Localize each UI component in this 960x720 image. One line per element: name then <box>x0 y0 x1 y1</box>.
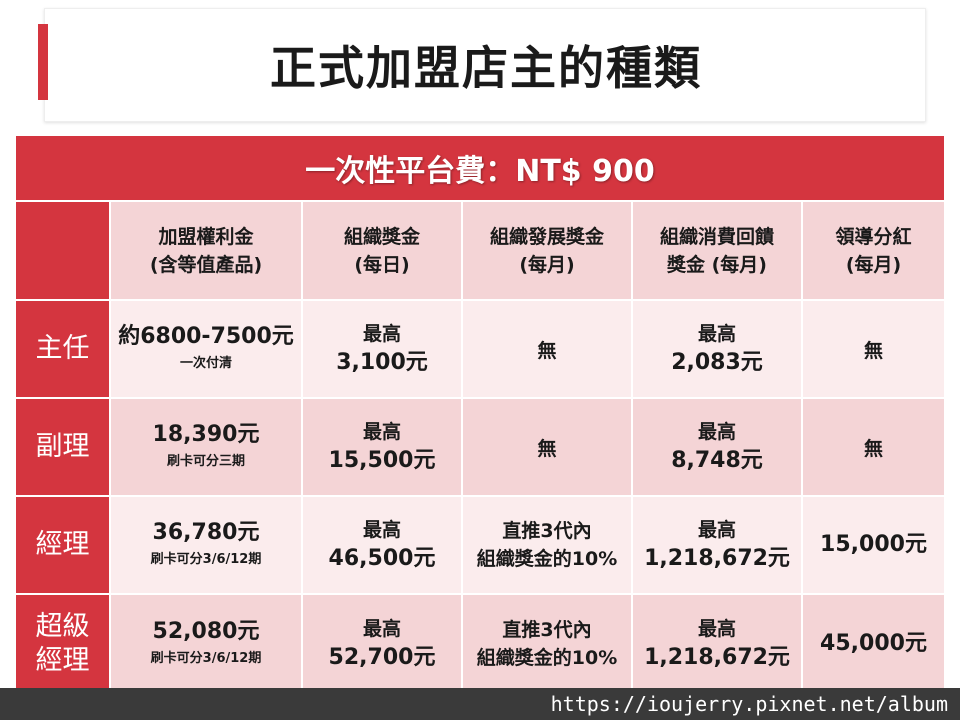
cell-value: 52,080元 <box>152 618 260 644</box>
table-cell: 最高 1,218,672元 <box>633 595 801 692</box>
table-cell: 無 <box>803 399 944 495</box>
cell-value: 無 <box>537 437 557 460</box>
cell-label: 最高 <box>697 421 736 443</box>
row-header-line: 副理 <box>35 431 90 462</box>
col-header-consumption-bonus: 組織消費回饋 獎金 (每月) <box>633 202 801 299</box>
cell-value: 52,700元 <box>328 644 436 670</box>
cell-value: 45,000元 <box>820 630 927 656</box>
title-box <box>44 8 926 122</box>
table-cell: 最高 2,083元 <box>633 301 801 397</box>
table-cell: 無 <box>463 301 631 397</box>
table-cell: 約6800-7500元 一次付清 <box>111 301 301 397</box>
col-header-franchise-fee: 加盟權利金 (含等值產品) <box>111 202 301 299</box>
cell-value: 約6800-7500元 <box>118 324 294 349</box>
row-header-line: 經理 <box>35 529 90 560</box>
col-header-line: 組織消費回饋 <box>659 225 774 248</box>
cell-value: 18,390元 <box>152 422 260 447</box>
table-cell: 直推3代內 組織獎金的10% <box>463 595 631 692</box>
row-header-manager: 經理 <box>16 497 109 593</box>
col-header-org-bonus: 組織獎金 (每日) <box>303 202 461 299</box>
table-cell: 最高 46,500元 <box>303 497 461 593</box>
cell-value: 1,218,672元 <box>644 546 790 571</box>
col-header-line: 組織發展獎金 <box>489 225 604 248</box>
table-cell: 52,080元 刷卡可分3/6/12期 <box>111 595 301 692</box>
col-header-line: (每月) <box>845 253 902 276</box>
table-cell: 15,000元 <box>803 497 944 593</box>
col-header-dev-bonus: 組織發展獎金 (每月) <box>463 202 631 299</box>
row-header-line: 主任 <box>35 333 90 364</box>
cell-label: 最高 <box>697 617 736 640</box>
row-header-line: 超級 <box>35 610 90 642</box>
table-cell: 無 <box>463 399 631 495</box>
row-header-deputy-manager: 副理 <box>16 399 109 495</box>
table-cell: 最高 8,748元 <box>633 399 801 495</box>
cell-label: 最高 <box>362 519 401 541</box>
cell-value: 3,100元 <box>336 350 428 375</box>
cell-value: 8,748元 <box>671 448 763 473</box>
table-cell: 36,780元 刷卡可分3/6/12期 <box>111 497 301 593</box>
col-header-line: (每日) <box>354 253 410 276</box>
col-header-leader-dividend: 領導分紅 (每月) <box>803 202 944 299</box>
table-cell: 18,390元 刷卡可分三期 <box>111 399 301 495</box>
title-accent-bar <box>38 24 48 100</box>
table-cell: 最高 3,100元 <box>303 301 461 397</box>
table-cell: 45,000元 <box>803 595 944 692</box>
cell-note: 刷卡可分3/6/12期 <box>150 650 262 666</box>
cell-value: 直推3代內 <box>502 618 592 641</box>
col-header-line: 領導分紅 <box>835 225 912 248</box>
table-corner <box>16 202 109 299</box>
table-cell: 最高 1,218,672元 <box>633 497 801 593</box>
col-header-line: 組織獎金 <box>343 225 420 248</box>
cell-value: 無 <box>537 339 557 362</box>
page-title: 正式加盟店主的種類 <box>270 41 702 95</box>
table-cell: 最高 52,700元 <box>303 595 461 692</box>
cell-value: 2,083元 <box>671 350 763 375</box>
table-cell: 最高 15,500元 <box>303 399 461 495</box>
cell-value: 46,500元 <box>328 546 436 571</box>
cell-label: 最高 <box>697 519 736 541</box>
cell-value: 無 <box>863 339 883 362</box>
col-header-line: 加盟權利金 <box>158 225 254 248</box>
platform-fee-banner: 一次性平台費：NT$ 900 <box>16 136 944 200</box>
cell-label: 最高 <box>362 617 401 640</box>
franchise-table: 一次性平台費：NT$ 900 加盟權利金 (含等值產品) 組織獎金 (每日) 組… <box>16 136 944 692</box>
cell-value: 直推3代內 <box>502 520 592 542</box>
cell-value: 組織獎金的10% <box>476 548 618 570</box>
cell-note: 刷卡可分三期 <box>166 454 245 469</box>
cell-note: 一次付清 <box>179 356 232 371</box>
cell-label: 最高 <box>697 323 736 345</box>
table-cell: 無 <box>803 301 944 397</box>
cell-label: 最高 <box>362 421 401 443</box>
watermark-bar: https://ioujerry.pixnet.net/album <box>0 688 960 720</box>
cell-label: 最高 <box>362 323 401 345</box>
col-header-line: (每月) <box>519 253 575 276</box>
cell-value: 36,780元 <box>152 520 260 545</box>
row-header-super-manager: 超級 經理 <box>16 595 109 692</box>
table-cell: 直推3代內 組織獎金的10% <box>463 497 631 593</box>
col-header-line: 獎金 (每月) <box>667 253 767 276</box>
cell-value: 無 <box>863 437 883 460</box>
watermark-url: https://ioujerry.pixnet.net/album <box>550 692 948 716</box>
col-header-line: (含等值產品) <box>149 253 263 276</box>
cell-value: 1,218,672元 <box>644 644 790 670</box>
cell-value: 組織獎金的10% <box>476 646 618 669</box>
cell-value: 15,000元 <box>820 532 927 557</box>
row-header-director: 主任 <box>16 301 109 397</box>
cell-note: 刷卡可分3/6/12期 <box>150 552 262 567</box>
cell-value: 15,500元 <box>328 448 436 473</box>
row-header-line: 經理 <box>35 644 90 676</box>
